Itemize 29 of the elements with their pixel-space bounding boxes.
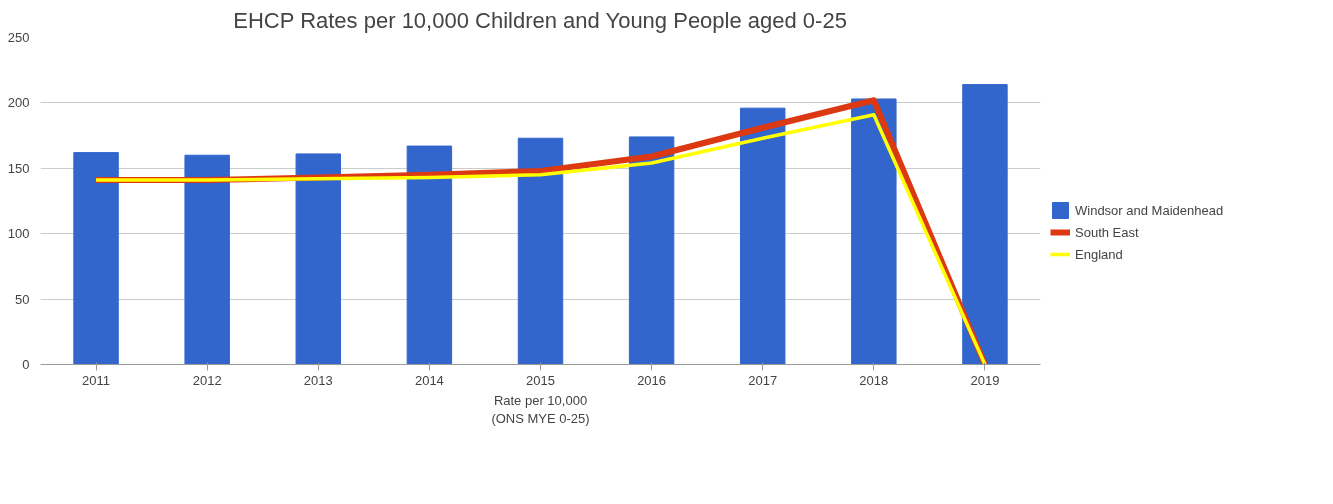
x-tick-label: 2016 [637, 372, 667, 388]
legend-label: England [1075, 246, 1123, 262]
x-tick-label: 2019 [970, 372, 1000, 388]
legend-label: Windsor and Maidenhead [1075, 202, 1224, 218]
bar [184, 154, 230, 365]
x-axis-title: Rate per 10,000 (ONS MYE 0-25) [491, 392, 590, 426]
bar [851, 98, 897, 365]
y-tick-label: 100 [7, 226, 30, 242]
x-tick-label: 2017 [748, 372, 778, 388]
y-tick-label: 50 [15, 291, 30, 307]
y-tick-label: 0 [22, 357, 30, 372]
x-tick-label: 2012 [192, 372, 222, 388]
bar [295, 153, 341, 365]
bar [517, 137, 564, 365]
bar [962, 84, 1008, 365]
bar [628, 136, 675, 365]
x-tick-label: 2011 [82, 372, 111, 388]
y-tick-label: 200 [7, 95, 30, 111]
x-tick-label: 2015 [526, 372, 555, 388]
chart-title: EHCP Rates per 10,000 Children and Young People aged 0-25 [233, 7, 847, 33]
y-tick-label: 250 [7, 30, 30, 45]
x-tick-label: 2018 [859, 372, 889, 388]
y-tick-label: 150 [7, 160, 30, 176]
bar [740, 107, 786, 365]
x-tick-label: 2013 [303, 372, 333, 388]
bar [73, 152, 119, 365]
bar [406, 145, 453, 365]
legend-label: South East [1075, 224, 1139, 240]
x-tick-label: 2014 [414, 372, 444, 388]
